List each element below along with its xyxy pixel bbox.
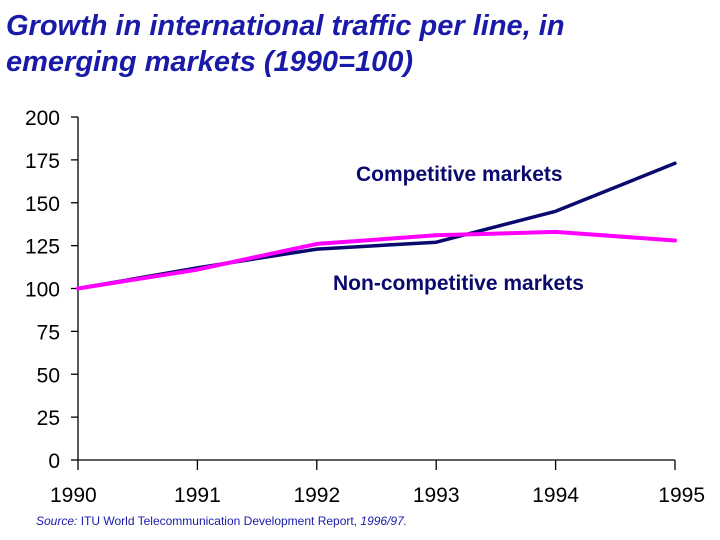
y-tick-label: 50 [37, 364, 60, 387]
chart-title-line-1: Growth in international traffic per line… [6, 10, 565, 42]
y-tick-label: 75 [37, 321, 60, 344]
source-note: Source: ITU World Telecommunication Deve… [36, 514, 407, 528]
y-tick-label: 100 [25, 279, 60, 302]
y-tick-label: 25 [37, 407, 60, 430]
source-text: ITU World Telecommunication Development … [80, 514, 358, 528]
x-tick-label: 1995 [658, 484, 705, 507]
x-tick-label: 1994 [532, 484, 579, 507]
series-label-competitive-markets: Competitive markets [356, 163, 563, 186]
x-tick-label: 1991 [174, 484, 221, 507]
y-tick-label: 200 [25, 107, 60, 130]
source-edition: 1996/97. [360, 514, 408, 528]
chart-title-line-2: emerging markets (1990=100) [6, 46, 414, 78]
x-tick-label: 1992 [293, 484, 340, 507]
series-lines [76, 161, 677, 291]
series-line-non-competitive-markets [76, 229, 677, 291]
y-axis: 0 25 50 75 100 125 150 175 200 [25, 107, 79, 473]
x-axis: 1990 1991 1992 1993 1994 1995 [50, 459, 705, 507]
x-tick-label: 1993 [413, 484, 460, 507]
chart-title: Growth in international traffic per line… [6, 8, 716, 80]
y-tick-label: 0 [48, 450, 60, 473]
series-label-non-competitive-markets: Non-competitive markets [333, 272, 584, 295]
y-tick-label: 175 [25, 150, 60, 173]
y-tick-label: 125 [25, 236, 60, 259]
source-prefix: Source: [36, 514, 78, 528]
x-tick-label: 1990 [50, 484, 97, 507]
y-tick-label: 150 [25, 193, 60, 216]
